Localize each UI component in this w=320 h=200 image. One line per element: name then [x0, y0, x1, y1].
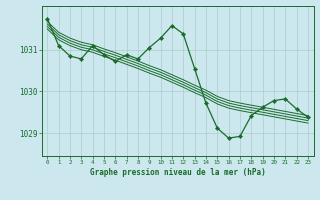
X-axis label: Graphe pression niveau de la mer (hPa): Graphe pression niveau de la mer (hPa): [90, 168, 266, 177]
